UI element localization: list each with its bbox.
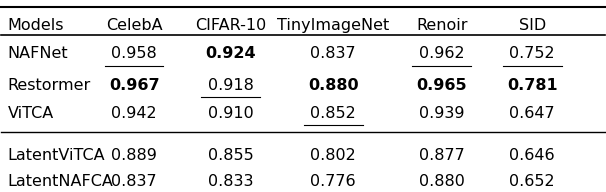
Text: 0.781: 0.781 [507, 78, 558, 93]
Text: CelebA: CelebA [106, 18, 162, 33]
Text: 0.647: 0.647 [510, 106, 555, 121]
Text: 0.646: 0.646 [510, 148, 555, 163]
Text: TinyImageNet: TinyImageNet [277, 18, 389, 33]
Text: 0.880: 0.880 [308, 78, 359, 93]
Text: 0.652: 0.652 [510, 175, 555, 190]
Text: 0.837: 0.837 [112, 175, 157, 190]
Text: Models: Models [7, 18, 64, 33]
Text: ViTCA: ViTCA [7, 106, 54, 121]
Text: 0.837: 0.837 [310, 46, 356, 61]
Text: 0.967: 0.967 [109, 78, 159, 93]
Text: 0.752: 0.752 [510, 46, 555, 61]
Text: 0.855: 0.855 [208, 148, 253, 163]
Text: 0.880: 0.880 [419, 175, 465, 190]
Text: CIFAR-10: CIFAR-10 [195, 18, 266, 33]
Text: 0.962: 0.962 [419, 46, 465, 61]
Text: 0.942: 0.942 [112, 106, 157, 121]
Text: SID: SID [519, 18, 546, 33]
Text: 0.924: 0.924 [205, 46, 256, 61]
Text: Restormer: Restormer [7, 78, 91, 93]
Text: 0.918: 0.918 [208, 78, 253, 93]
Text: LatentNAFCA: LatentNAFCA [7, 175, 113, 190]
Text: 0.958: 0.958 [112, 46, 157, 61]
Text: Renoir: Renoir [416, 18, 467, 33]
Text: NAFNet: NAFNet [7, 46, 68, 61]
Text: 0.889: 0.889 [111, 148, 157, 163]
Text: 0.910: 0.910 [208, 106, 253, 121]
Text: 0.939: 0.939 [419, 106, 464, 121]
Text: 0.776: 0.776 [310, 175, 356, 190]
Text: 0.877: 0.877 [419, 148, 465, 163]
Text: 0.852: 0.852 [310, 106, 356, 121]
Text: LatentViTCA: LatentViTCA [7, 148, 105, 163]
Text: 0.833: 0.833 [208, 175, 253, 190]
Text: 0.965: 0.965 [416, 78, 467, 93]
Text: 0.802: 0.802 [310, 148, 356, 163]
